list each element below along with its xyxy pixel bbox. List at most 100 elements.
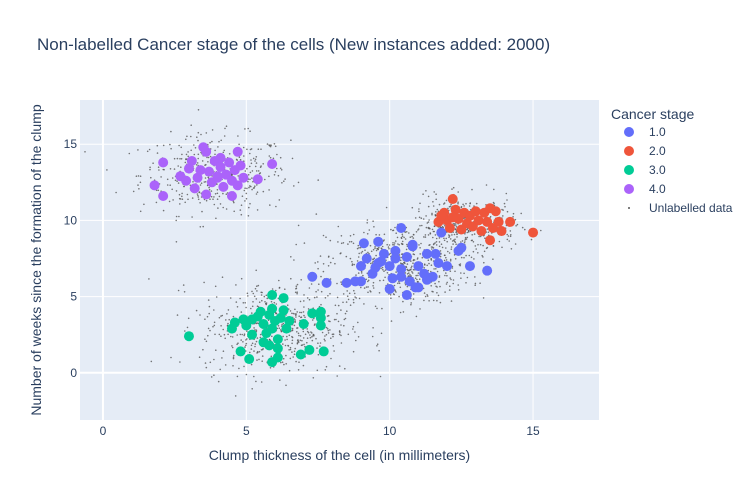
unlabelled-point [387, 246, 390, 248]
unlabelled-point [185, 138, 187, 141]
unlabelled-point [346, 310, 348, 313]
unlabelled-point [246, 167, 248, 170]
unlabelled-point [390, 297, 392, 300]
unlabelled-point [279, 156, 282, 159]
unlabelled-point [386, 272, 389, 274]
unlabelled-point [232, 356, 235, 359]
unlabelled-point [414, 217, 417, 219]
unlabelled-point [401, 253, 403, 255]
unlabelled-point [137, 149, 139, 151]
legend-label: 2.0 [649, 144, 666, 158]
unlabelled-point [512, 212, 515, 215]
unlabelled-point [285, 363, 288, 365]
unlabelled-point [252, 292, 255, 295]
unlabelled-point [306, 330, 309, 333]
unlabelled-point [313, 324, 316, 326]
unlabelled-point [428, 219, 430, 221]
legend-item[interactable]: Unlabelled data [628, 201, 733, 215]
unlabelled-point [229, 297, 232, 299]
unlabelled-point [357, 272, 360, 274]
unlabelled-point [197, 194, 199, 197]
unlabelled-point [238, 143, 240, 146]
unlabelled-point [255, 269, 257, 272]
data-point-stage-3.0 [307, 308, 318, 319]
unlabelled-point [209, 198, 211, 200]
unlabelled-point [352, 325, 355, 328]
unlabelled-point [440, 243, 443, 245]
unlabelled-point [290, 277, 292, 280]
unlabelled-point [438, 245, 441, 248]
data-point-stage-1.0 [396, 223, 407, 233]
unlabelled-point [432, 299, 435, 302]
unlabelled-point [417, 272, 420, 274]
unlabelled-point [338, 333, 341, 336]
unlabelled-point [379, 375, 382, 378]
unlabelled-point [329, 292, 331, 295]
unlabelled-point [254, 160, 256, 162]
unlabelled-point [213, 203, 216, 206]
unlabelled-point [196, 136, 198, 138]
unlabelled-point [380, 247, 383, 249]
unlabelled-point [209, 329, 211, 332]
legend-item[interactable]: 4.0 [624, 182, 666, 196]
unlabelled-point [502, 215, 504, 217]
legend-item[interactable]: 1.0 [624, 125, 666, 139]
unlabelled-point [357, 321, 359, 324]
legend-item[interactable]: 3.0 [624, 163, 666, 177]
unlabelled-point [261, 348, 264, 351]
unlabelled-point [156, 152, 159, 154]
unlabelled-point [225, 208, 228, 210]
unlabelled-point [432, 236, 434, 239]
unlabelled-point [353, 289, 355, 292]
unlabelled-point [323, 338, 326, 341]
unlabelled-point [449, 258, 452, 261]
unlabelled-point [246, 148, 248, 151]
unlabelled-point [200, 133, 202, 136]
unlabelled-point [327, 332, 330, 334]
unlabelled-point [186, 135, 188, 138]
data-point-stage-1.0 [413, 261, 424, 272]
unlabelled-point [417, 281, 419, 283]
unlabelled-point [245, 373, 248, 376]
unlabelled-point [178, 215, 180, 218]
unlabelled-point [435, 198, 438, 201]
unlabelled-point [347, 298, 350, 301]
unlabelled-point [251, 188, 253, 191]
data-point-stage-1.0 [376, 256, 387, 267]
unlabelled-point [443, 203, 445, 205]
unlabelled-point [249, 130, 251, 132]
unlabelled-point [266, 297, 269, 300]
unlabelled-point [465, 254, 467, 257]
y-tick-label: 15 [64, 137, 78, 151]
unlabelled-point [319, 345, 321, 347]
unlabelled-point [419, 247, 421, 249]
unlabelled-point [449, 205, 452, 207]
unlabelled-point [275, 303, 278, 305]
unlabelled-point [223, 149, 225, 152]
unlabelled-point [414, 277, 417, 280]
unlabelled-point [521, 226, 524, 229]
unlabelled-point [199, 184, 202, 186]
data-point-stage-1.0 [407, 239, 418, 250]
unlabelled-point [347, 243, 349, 245]
unlabelled-point [449, 270, 452, 273]
unlabelled-point [434, 282, 436, 285]
unlabelled-point [423, 299, 425, 302]
unlabelled-point [329, 261, 332, 264]
unlabelled-point [443, 239, 446, 242]
unlabelled-point [336, 282, 338, 285]
unlabelled-point [393, 242, 396, 244]
unlabelled-point [258, 301, 261, 304]
unlabelled-point [236, 306, 239, 308]
unlabelled-point [255, 340, 258, 343]
unlabelled-point [404, 238, 407, 240]
unlabelled-point [290, 255, 292, 258]
unlabelled-point [196, 162, 199, 164]
unlabelled-point [433, 225, 436, 228]
unlabelled-point [445, 199, 448, 202]
unlabelled-point [249, 178, 251, 181]
legend-item[interactable]: 2.0 [624, 144, 666, 158]
unlabelled-point [314, 262, 317, 264]
unlabelled-point [303, 306, 305, 308]
unlabelled-point [380, 332, 383, 335]
